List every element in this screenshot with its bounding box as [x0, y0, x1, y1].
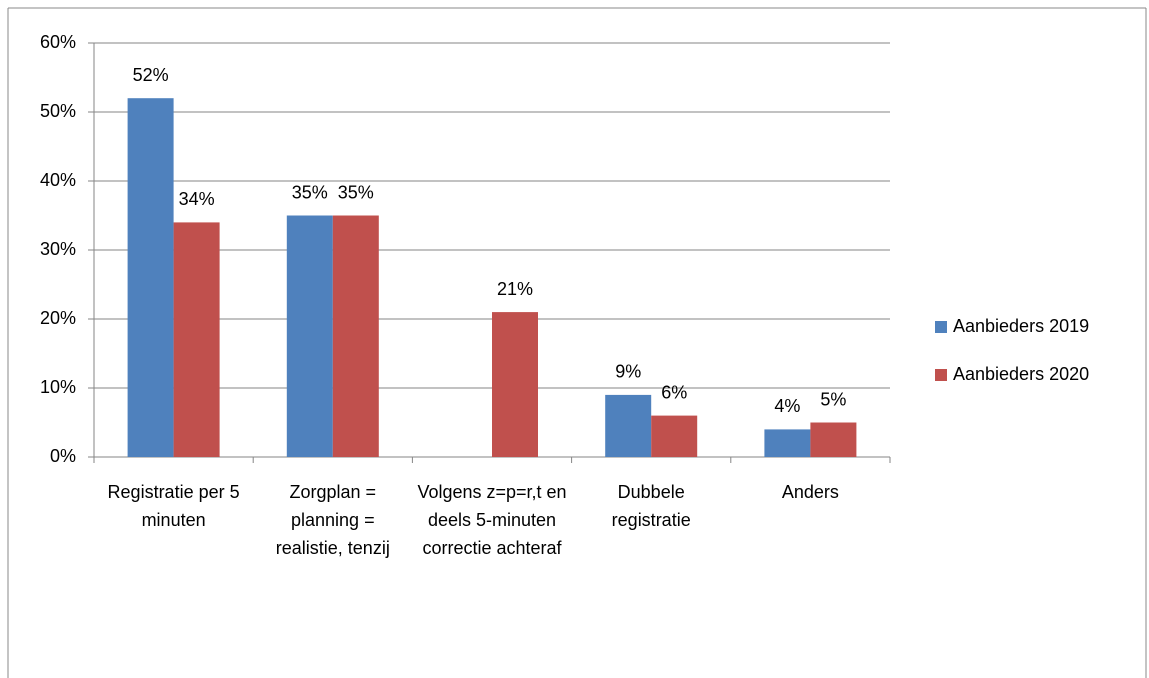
- x-tick-label: Zorgplan = planning = realistie, tenzij: [275, 482, 390, 558]
- data-label: 34%: [179, 189, 215, 209]
- data-label: 35%: [292, 182, 328, 202]
- legend-swatch: [935, 321, 947, 333]
- bar: [173, 222, 220, 457]
- legend-swatch: [935, 369, 947, 381]
- bar: [810, 422, 857, 457]
- x-tick-label: Dubbele registratie: [611, 482, 691, 530]
- x-tick-label: Volgens z=p=r,t en deels 5-minuten corre…: [417, 482, 567, 558]
- y-tick-label: 40%: [40, 170, 76, 190]
- x-tick-label: Registratie per 5 minuten: [107, 482, 240, 530]
- data-label: 21%: [497, 279, 533, 299]
- y-tick-label: 20%: [40, 308, 76, 328]
- y-tick-label: 30%: [40, 239, 76, 259]
- x-tick-label: Anders: [781, 482, 839, 502]
- data-label: 9%: [615, 362, 641, 382]
- bar: [764, 429, 811, 457]
- bar: [651, 415, 698, 457]
- legend-label: Aanbieders 2020: [953, 364, 1089, 384]
- data-label: 6%: [661, 382, 687, 402]
- y-tick-label: 60%: [40, 32, 76, 52]
- data-label: 52%: [133, 65, 169, 85]
- y-tick-label: 10%: [40, 377, 76, 397]
- data-label: 5%: [820, 389, 846, 409]
- data-label: 35%: [338, 182, 374, 202]
- bar: [332, 215, 379, 457]
- data-label: 4%: [774, 396, 800, 416]
- bar: [286, 215, 333, 457]
- y-tick-label: 0%: [50, 446, 76, 466]
- bar: [127, 98, 174, 457]
- legend-label: Aanbieders 2019: [953, 316, 1089, 336]
- bar: [605, 394, 652, 457]
- y-tick-label: 50%: [40, 101, 76, 121]
- bar: [492, 312, 538, 457]
